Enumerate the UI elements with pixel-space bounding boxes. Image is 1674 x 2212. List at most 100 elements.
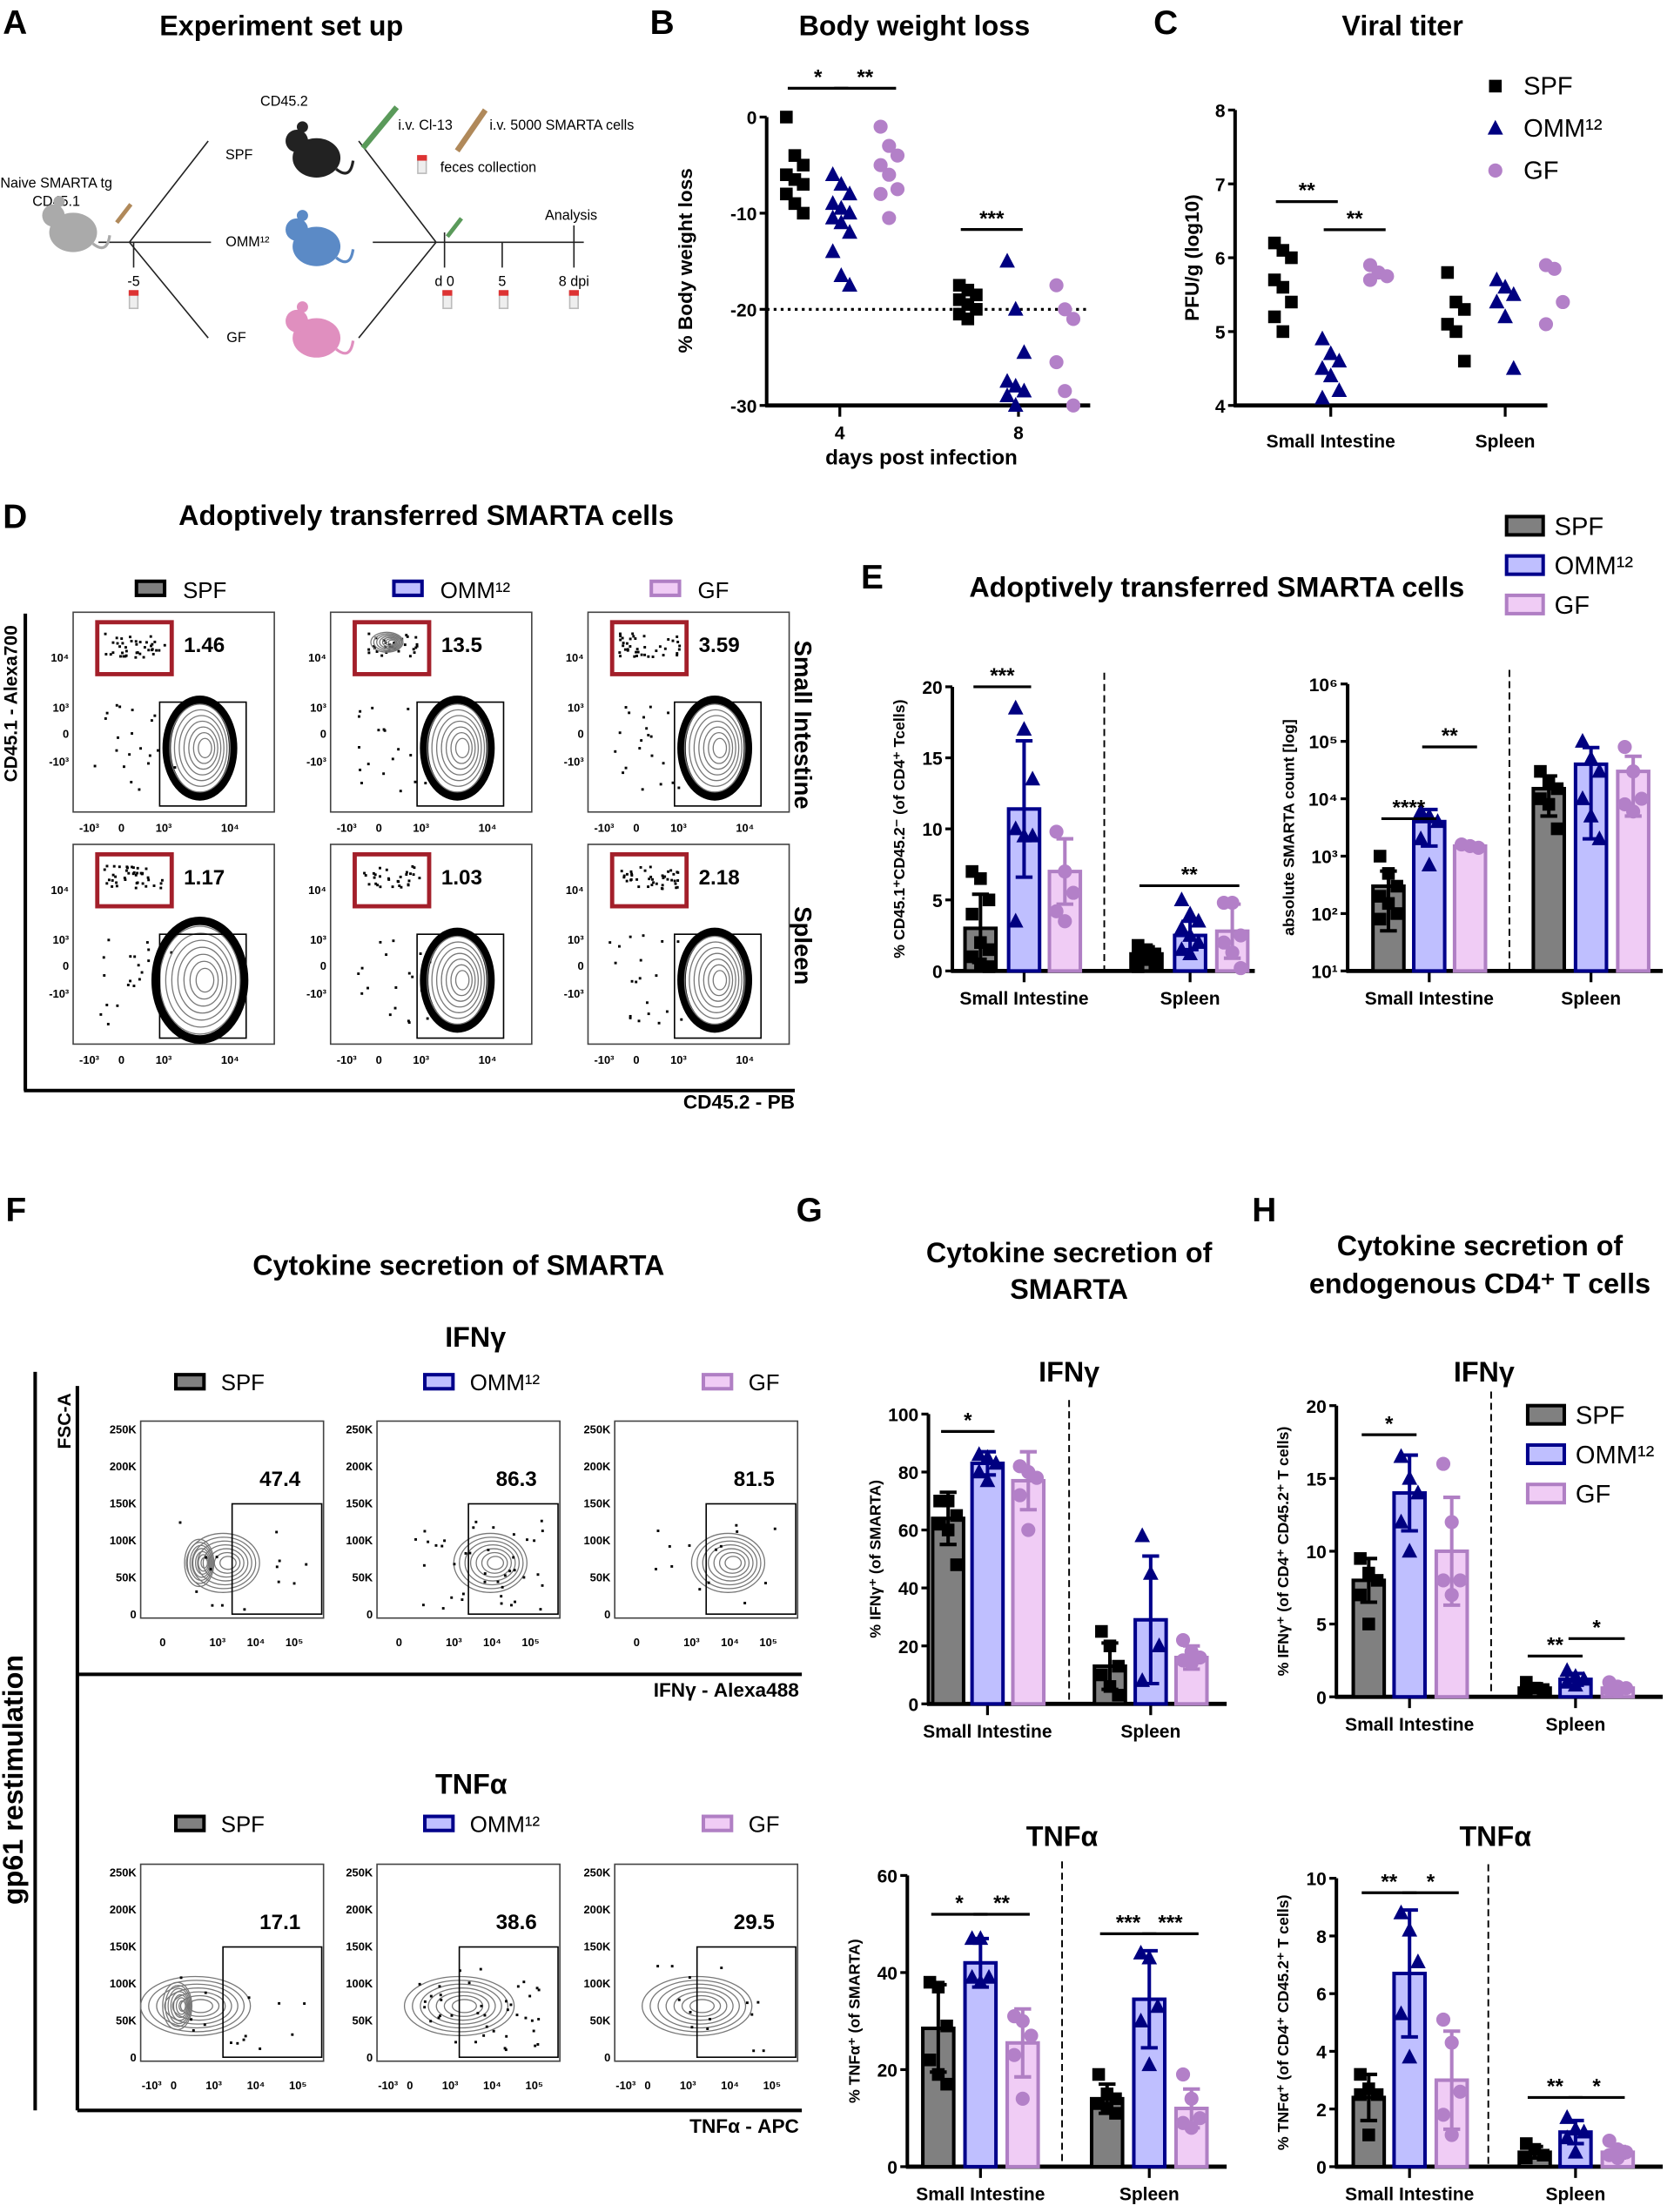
event-dot — [107, 938, 111, 942]
data-point — [890, 182, 905, 197]
event-dot — [360, 782, 363, 784]
y-tick-label: 4 — [1316, 2043, 1327, 2063]
event-dot — [500, 1595, 503, 1598]
label-day5: 5 — [498, 273, 506, 289]
smarta-gate — [609, 851, 689, 909]
event-dot — [376, 884, 380, 887]
event-dot — [124, 646, 127, 649]
data-point — [1190, 934, 1207, 949]
y-tick-label: 150K — [110, 1940, 138, 1953]
label-cl13: i.v. Cl-13 — [398, 118, 453, 133]
flow-f-ifng-title: IFNγ — [445, 1321, 506, 1353]
x-tick-label: Spleen — [1545, 1715, 1605, 1735]
event-dot — [483, 1572, 487, 1576]
data-point — [1591, 830, 1608, 845]
event-dot — [116, 642, 119, 645]
event-dot — [382, 772, 386, 776]
chart-title: IFNγ — [1039, 1356, 1099, 1388]
gate-percentage: 17.1 — [259, 1911, 300, 1934]
contour — [673, 1991, 728, 2021]
data-point — [1184, 2121, 1199, 2135]
data-point — [1141, 1949, 1158, 1965]
flow-f-tnfa-title: TNFα — [435, 1769, 508, 1800]
y-tick-label: 100 — [888, 1405, 918, 1425]
y-tick-label: 10⁴ — [308, 651, 326, 664]
contour — [172, 1993, 189, 2019]
event-dot — [126, 866, 129, 870]
data-point — [1016, 721, 1032, 736]
data-point — [1109, 2107, 1122, 2120]
chart-b: 0 -10 -20 -30 Body weight loss % Body weight … — [675, 10, 1091, 470]
contour — [167, 1987, 191, 2025]
label-feces: feces collection — [440, 159, 536, 175]
event-dot — [509, 2003, 513, 2007]
y-tick-label: 200K — [583, 1903, 611, 1916]
event-dot — [135, 642, 138, 646]
event-dot — [676, 940, 680, 944]
data-point — [833, 199, 850, 215]
x-axis-label: days post infection — [825, 447, 1018, 470]
legend-label: OMM¹² — [470, 1371, 541, 1395]
event-dot — [278, 1559, 281, 1563]
data-point — [1029, 1470, 1045, 1485]
data-point — [780, 187, 793, 201]
y-tick-label: 150K — [346, 1496, 373, 1509]
event-dot — [384, 645, 387, 649]
data-point — [971, 1463, 987, 1479]
legend-swatch — [423, 1814, 455, 1832]
y-tick-label: -10³ — [49, 756, 70, 769]
event-dot — [673, 879, 676, 883]
event-dot — [391, 885, 394, 889]
contour — [165, 932, 237, 1028]
event-dot — [750, 2013, 754, 2016]
event-dot — [399, 790, 402, 793]
event-dot — [137, 964, 140, 967]
contour — [387, 639, 396, 645]
data-point — [1382, 897, 1395, 911]
event-dot — [360, 966, 364, 970]
event-dot — [752, 2049, 756, 2053]
event-dot — [367, 651, 371, 655]
event-dot — [303, 2002, 306, 2006]
event-dot — [637, 1019, 641, 1023]
event-dot — [534, 2044, 537, 2047]
event-dot — [635, 648, 639, 651]
data-point — [1216, 935, 1231, 950]
x-tick-label: Small Intestine — [1345, 2185, 1474, 2205]
smarta-gate — [609, 620, 689, 676]
contour — [435, 715, 482, 782]
data-point — [1007, 2047, 1022, 2062]
data-point — [1617, 739, 1632, 755]
data-point — [1095, 1668, 1108, 1682]
y-tick-label: 15 — [1306, 1469, 1327, 1489]
data-point — [1626, 764, 1641, 779]
event-dot — [676, 654, 679, 657]
event-dot — [636, 650, 640, 654]
event-dot — [510, 1604, 513, 1607]
event-dot — [635, 877, 639, 881]
event-dot — [614, 961, 617, 965]
data-point — [1550, 822, 1564, 836]
event-dot — [662, 762, 665, 765]
event-dot — [145, 941, 149, 945]
significance-label: * — [1385, 1412, 1394, 1435]
event-dot — [661, 884, 664, 887]
significance-label: ** — [1547, 2075, 1563, 2099]
data-point — [1444, 1515, 1459, 1530]
event-dot — [541, 1583, 544, 1587]
data-point — [882, 167, 897, 182]
event-dot — [720, 1967, 723, 1970]
flow-d-row-small-intestine: Small Intestine — [790, 641, 817, 810]
data-point — [882, 211, 897, 225]
event-dot — [674, 882, 677, 885]
event-dot — [131, 866, 135, 870]
data-point — [797, 178, 810, 192]
y-axis-label: % TNFα⁺ (of CD4⁺ CD45.2⁺ T cells) — [1274, 1894, 1292, 2150]
event-dot — [111, 878, 114, 882]
contour — [385, 638, 398, 647]
data-point — [1112, 1659, 1125, 1673]
x-tick-label: -10³ — [79, 821, 100, 834]
event-dot — [622, 644, 625, 648]
data-point — [1402, 1921, 1418, 1937]
y-tick-label: 10² — [1311, 905, 1337, 925]
